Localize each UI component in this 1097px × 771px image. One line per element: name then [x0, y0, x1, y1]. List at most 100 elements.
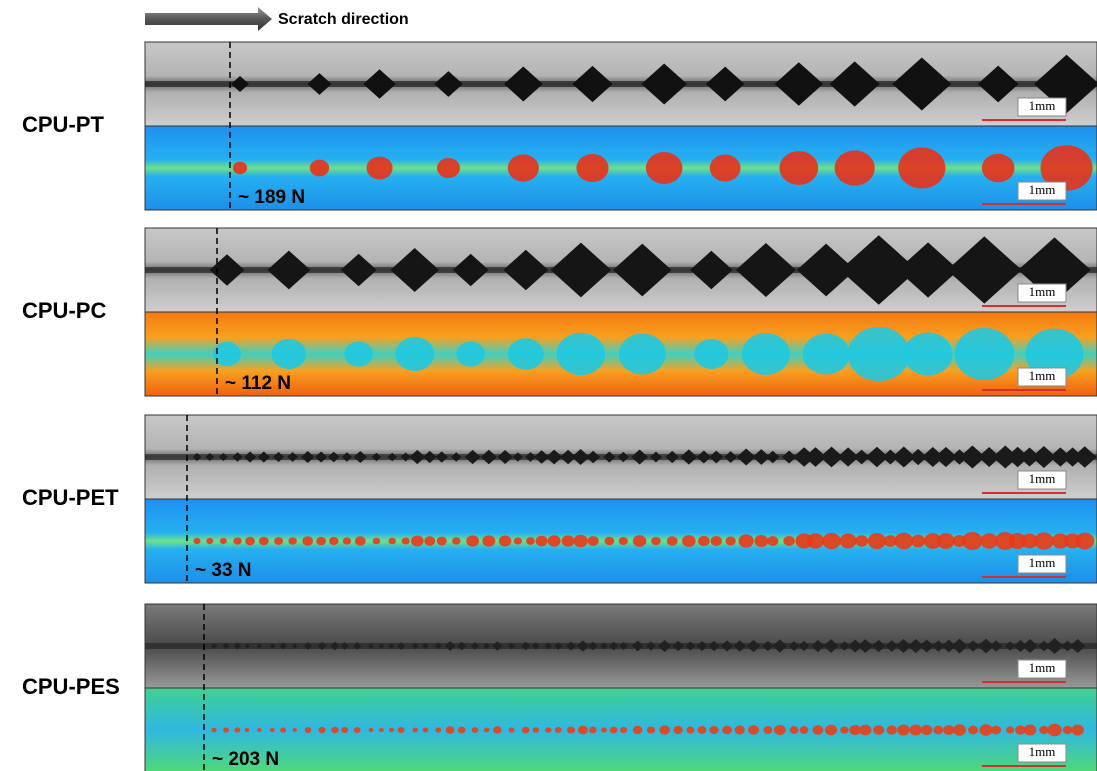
damage-map	[725, 536, 735, 545]
damage-map	[859, 725, 871, 736]
damage-map	[991, 726, 1001, 735]
damage-map	[305, 727, 312, 733]
critical-load: ~ 203 N	[212, 749, 279, 770]
damage-map	[933, 726, 943, 735]
damage-map	[868, 533, 886, 549]
damage-map	[763, 726, 772, 734]
scale-bar-label: 1mm	[1029, 368, 1056, 383]
damage-map	[369, 728, 374, 732]
damage-map	[904, 333, 953, 376]
damage-map	[206, 538, 213, 544]
scratch-track	[145, 454, 1097, 460]
damage-map	[316, 537, 326, 546]
damage-map	[435, 727, 441, 732]
damage-map	[395, 337, 434, 371]
damage-map	[921, 725, 933, 735]
damage-map	[423, 728, 429, 733]
damage-map	[329, 537, 338, 545]
sample-label: CPU-PES	[22, 674, 120, 699]
damage-map	[1006, 726, 1014, 733]
direction-arrow	[145, 7, 272, 31]
damage-map	[1071, 725, 1083, 736]
damage-map	[711, 536, 722, 546]
damage-map	[466, 535, 479, 546]
damage-map	[411, 535, 424, 546]
damage-map	[610, 727, 618, 734]
damage-map	[388, 538, 396, 545]
damage-map	[456, 341, 485, 366]
damage-map	[343, 537, 351, 544]
damage-map	[193, 538, 200, 544]
damage-map	[673, 726, 682, 734]
damage-map	[807, 533, 824, 548]
damage-map	[840, 726, 848, 733]
damage-map	[522, 727, 530, 734]
damage-map	[508, 338, 544, 369]
scale-bar-label: 1mm	[1029, 284, 1056, 299]
damage-map	[659, 725, 670, 734]
sample-label: CPU-PC	[22, 298, 106, 323]
damage-map	[344, 341, 373, 366]
damage-map	[588, 536, 599, 546]
damage-map	[968, 726, 978, 735]
damage-map	[767, 536, 778, 546]
damage-map	[567, 726, 575, 733]
damage-map	[555, 727, 562, 733]
damage-map	[514, 537, 522, 544]
damage-map	[509, 727, 515, 732]
damage-map	[754, 535, 768, 547]
damage-map	[354, 727, 361, 733]
damage-map	[825, 725, 837, 736]
damage-map	[280, 727, 286, 732]
damage-map	[545, 727, 551, 733]
damage-map	[886, 725, 896, 734]
damage-map	[1039, 726, 1048, 734]
scratch-track	[145, 267, 1097, 273]
damage-map	[1075, 533, 1094, 550]
damage-map	[783, 536, 794, 546]
damage-map	[647, 726, 655, 733]
damage-map	[822, 533, 841, 549]
damage-map	[458, 727, 466, 734]
scale-bar-label: 1mm	[1029, 660, 1056, 675]
damage-map	[633, 726, 643, 734]
damage-map	[855, 535, 868, 546]
scale-bar-label: 1mm	[1029, 744, 1056, 759]
damage-map	[667, 536, 678, 545]
damage-map	[619, 537, 628, 545]
damage-map	[446, 726, 455, 734]
damage-map	[274, 537, 283, 545]
damage-map	[979, 724, 992, 736]
damage-map	[698, 536, 710, 546]
damage-map	[954, 328, 1014, 380]
damage-map	[536, 536, 548, 547]
damage-map	[803, 333, 850, 374]
damage-map	[722, 726, 732, 735]
damage-map	[578, 726, 588, 735]
damage-map	[589, 727, 597, 734]
damage-map	[302, 536, 313, 545]
damage-map	[601, 727, 607, 732]
scale-bar-label: 1mm	[1029, 98, 1056, 113]
damage-map	[293, 728, 297, 732]
scratch-track	[145, 643, 1097, 649]
damage-map	[873, 725, 884, 735]
damage-map	[937, 533, 955, 549]
damage-map	[437, 158, 460, 178]
damage-map	[220, 538, 227, 544]
damage-map	[953, 724, 966, 735]
damage-map	[234, 727, 240, 732]
damage-map	[424, 536, 435, 545]
damage-map	[574, 535, 588, 547]
damage-map	[774, 725, 786, 735]
damage-map	[245, 537, 255, 546]
damage-map	[911, 535, 925, 548]
damage-map	[709, 726, 718, 734]
damage-map	[398, 727, 405, 733]
damage-map	[508, 154, 539, 181]
damage-map	[233, 162, 247, 175]
damage-map	[270, 728, 275, 732]
damage-map	[909, 725, 922, 736]
